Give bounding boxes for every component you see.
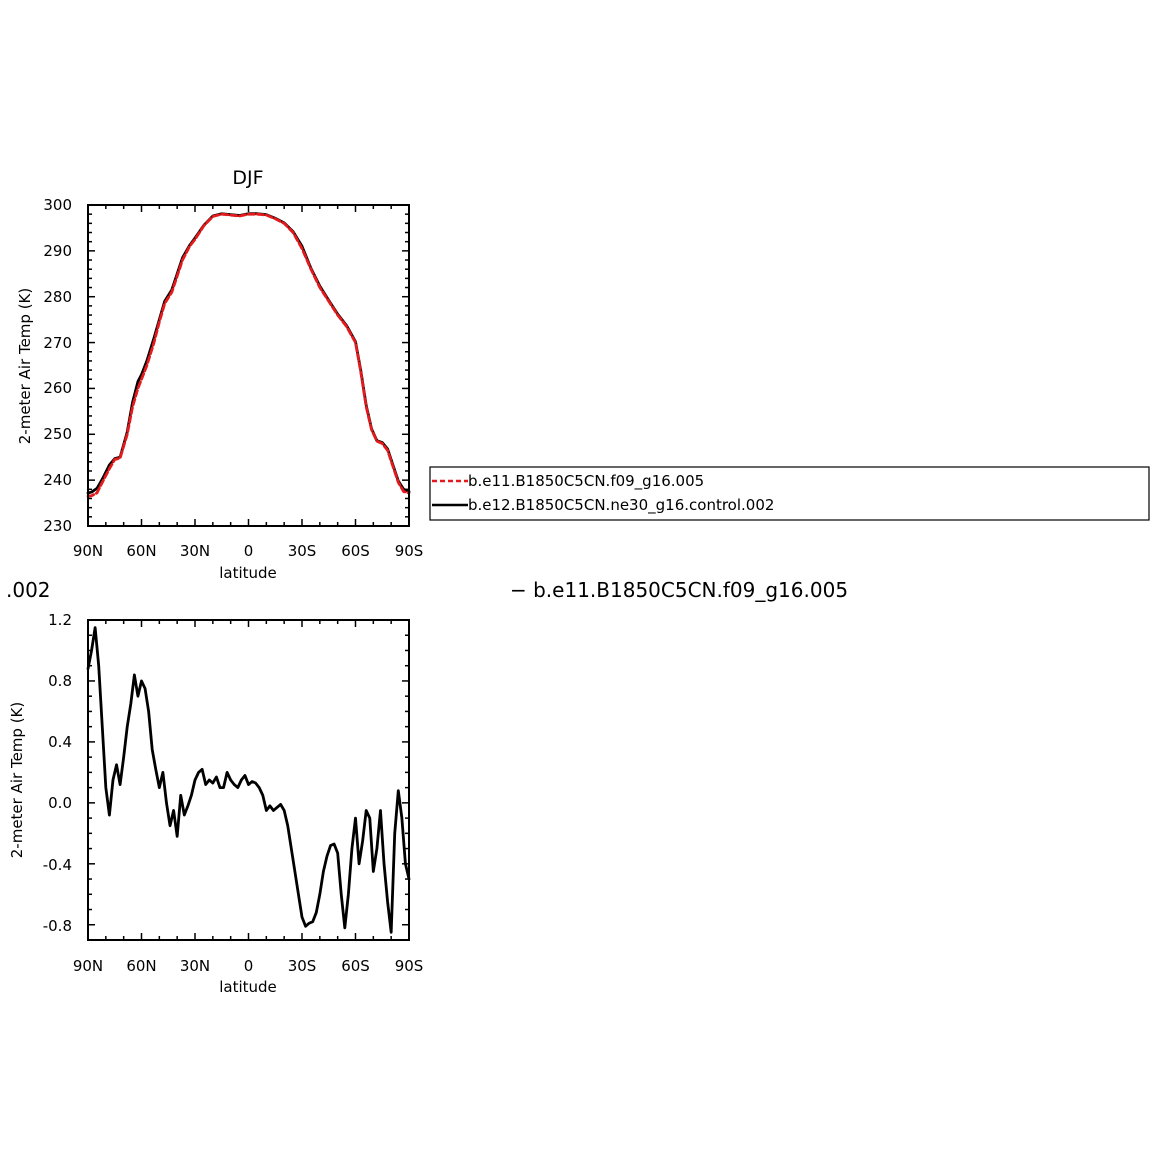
bottom-ytick-label: -0.8 — [43, 917, 72, 935]
bottom-xtick-labels: 90N 60N 30N 0 30S 60S 90S — [73, 957, 423, 975]
bottom-xtick-label: 30S — [288, 957, 317, 975]
top-ytick-label: 260 — [43, 379, 72, 397]
bottom-series-group — [86, 626, 411, 934]
top-ytick-label: 280 — [43, 288, 72, 306]
bottom-ytick-label: 1.2 — [48, 611, 72, 629]
bottom-xtick-label: 90N — [73, 957, 103, 975]
bottom-ytick-label: 0.0 — [48, 794, 72, 812]
bottom-ytick-labels: 1.2 0.8 0.4 0.0 -0.4 -0.8 — [43, 611, 72, 935]
top-ytick-label: 240 — [43, 471, 72, 489]
bottom-plot-frame — [87, 619, 410, 941]
bottom-xtick-label: 60N — [126, 957, 156, 975]
legend-box — [429, 466, 1150, 521]
bottom-panel: 1.2 0.8 0.4 0.0 -0.4 -0.8 90N 60N 30N 0 … — [8, 611, 423, 996]
top-xtick-label: 30S — [288, 542, 317, 560]
top-ytick-label: 250 — [43, 425, 72, 443]
legend-label-black: b.e12.B1850C5CN.ne30_g16.control.002 — [468, 496, 774, 515]
top-xtick-label: 0 — [244, 542, 254, 560]
bottom-ytick-label: -0.4 — [43, 856, 72, 874]
legend: b.e11.B1850C5CN.f09_g16.005 b.e12.B1850C… — [429, 466, 1150, 521]
legend-label-red: b.e11.B1850C5CN.f09_g16.005 — [468, 472, 704, 491]
bottom-xlabel: latitude — [219, 978, 277, 996]
top-ytick-label: 300 — [43, 196, 72, 214]
top-panel: DJF 300 290 280 270 260 250 240 230 90N … — [16, 167, 423, 582]
bottom-ticks — [87, 619, 410, 940]
top-ytick-label: 230 — [43, 517, 72, 535]
top-series-group — [86, 212, 411, 498]
bottom-ytick-label: 0.4 — [48, 733, 72, 751]
series-line-red-dashed — [86, 212, 411, 498]
top-xlabel: latitude — [219, 564, 277, 582]
top-xtick-label: 60S — [341, 542, 370, 560]
bottom-xtick-label: 60S — [341, 957, 370, 975]
top-ytick-label: 290 — [43, 242, 72, 260]
top-xtick-label: 90N — [73, 542, 103, 560]
top-plot-frame — [87, 204, 410, 527]
bottom-xtick-label: 90S — [395, 957, 424, 975]
top-ylabel: 2-meter Air Temp (K) — [16, 288, 34, 445]
top-ytick-label: 270 — [43, 334, 72, 352]
bottom-title-fragment-right: − b.e11.B1850C5CN.f09_g16.005 — [510, 578, 848, 602]
top-ytick-labels: 300 290 280 270 260 250 240 230 — [43, 196, 72, 535]
bottom-ylabel: 2-meter Air Temp (K) — [8, 702, 26, 859]
series-line-black — [86, 212, 411, 495]
top-xtick-label: 30N — [180, 542, 210, 560]
top-title: DJF — [232, 167, 263, 189]
top-xtick-label: 90S — [395, 542, 424, 560]
bottom-ytick-label: 0.8 — [48, 672, 72, 690]
bottom-title-fragment-left: .002 — [6, 578, 51, 602]
bottom-xtick-label: 30N — [180, 957, 210, 975]
bottom-xtick-label: 0 — [244, 957, 254, 975]
top-xtick-labels: 90N 60N 30N 0 30S 60S 90S — [73, 542, 423, 560]
series-line-black — [86, 626, 411, 934]
top-xtick-label: 60N — [126, 542, 156, 560]
